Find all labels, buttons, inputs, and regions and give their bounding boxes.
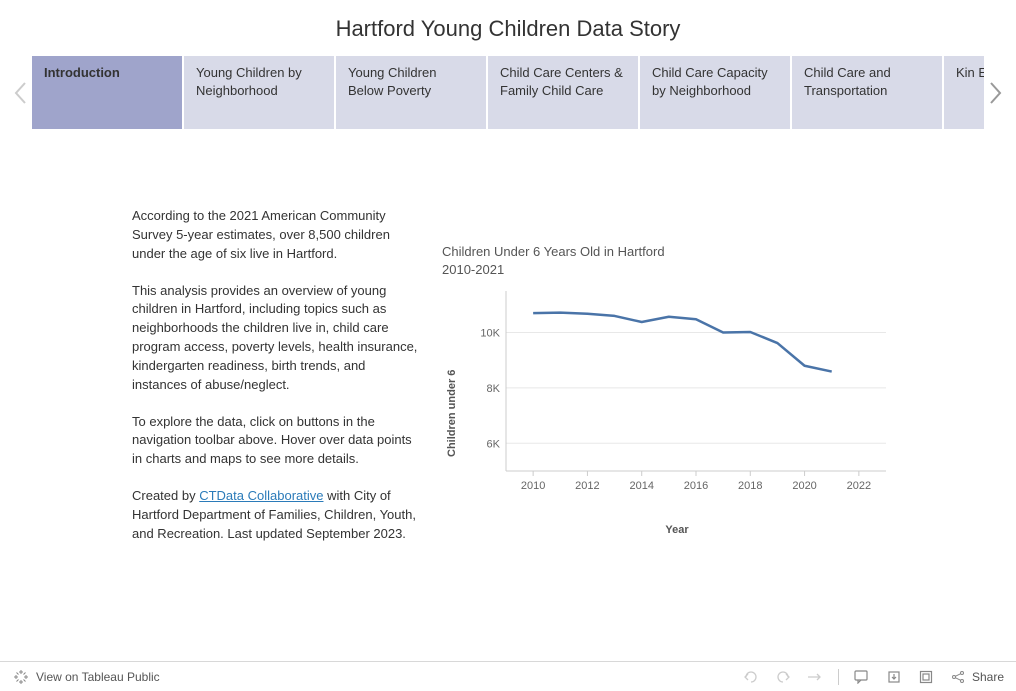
intro-p3: To explore the data, click on buttons in…: [132, 413, 418, 470]
comment-icon[interactable]: [853, 668, 871, 686]
chart-x-label: Year: [462, 524, 892, 536]
svg-text:2016: 2016: [684, 480, 708, 492]
line-chart[interactable]: 6K 8K 10K 2010 2012 2014 2016 2018 2020 2022: [462, 291, 892, 513]
tab-2[interactable]: Young Children Below Poverty: [336, 56, 486, 129]
intro-text: According to the 2021 American Community…: [132, 207, 418, 562]
chart-title-line2: 2010-2021: [442, 262, 504, 277]
share-icon: [949, 668, 967, 686]
svg-text:10K: 10K: [480, 328, 500, 340]
chart-title-line1: Children Under 6 Years Old in Hartford: [442, 244, 665, 259]
fullscreen-icon[interactable]: [917, 668, 935, 686]
tab-6[interactable]: Kin En: [944, 56, 984, 129]
tab-3[interactable]: Child Care Centers & Family Child Care: [488, 56, 638, 129]
chart-y-label: Children under 6: [442, 291, 462, 536]
chart-wrap: Children under 6 6K 8K 10K 2010 2012 2014 2016…: [442, 291, 976, 536]
footer-right: Share: [742, 668, 1004, 686]
tabs-container: IntroductionYoung Children by Neighborho…: [32, 56, 984, 129]
tab-next-arrow[interactable]: [984, 56, 1008, 129]
intro-p1: According to the 2021 American Community…: [132, 207, 418, 264]
ctdata-link[interactable]: CTData Collaborative: [199, 488, 323, 503]
svg-text:8K: 8K: [487, 383, 501, 395]
undo-icon[interactable]: [742, 668, 760, 686]
tab-prev-arrow[interactable]: [8, 56, 32, 129]
svg-text:6K: 6K: [487, 439, 501, 451]
share-button[interactable]: Share: [949, 668, 1004, 686]
share-label: Share: [972, 670, 1004, 684]
intro-p2: This analysis provides an overview of yo…: [132, 282, 418, 395]
svg-text:2020: 2020: [792, 480, 816, 492]
intro-p4: Created by CTData Collaborative with Cit…: [132, 487, 418, 544]
tab-1[interactable]: Young Children by Neighborhood: [184, 56, 334, 129]
view-on-tableau-label: View on Tableau Public: [36, 670, 160, 684]
tableau-icon: [12, 668, 30, 686]
svg-text:2018: 2018: [738, 480, 762, 492]
content-area: According to the 2021 American Community…: [0, 129, 1016, 562]
svg-text:2014: 2014: [629, 480, 653, 492]
page-title: Hartford Young Children Data Story: [0, 0, 1016, 56]
svg-text:2010: 2010: [521, 480, 545, 492]
revert-icon[interactable]: [806, 668, 824, 686]
footer-divider: [838, 669, 839, 685]
tab-4[interactable]: Child Care Capacity by Neighborhood: [640, 56, 790, 129]
chart-svg-wrap: 6K 8K 10K 2010 2012 2014 2016 2018 2020 2022 Year: [462, 291, 892, 536]
footer-toolbar: View on Tableau Public Share: [0, 661, 1016, 691]
redo-icon[interactable]: [774, 668, 792, 686]
chart-title: Children Under 6 Years Old in Hartford 2…: [442, 243, 976, 279]
chart-column: Children Under 6 Years Old in Hartford 2…: [442, 207, 976, 562]
tab-0[interactable]: Introduction: [32, 56, 182, 129]
tab-5[interactable]: Child Care and Transportation: [792, 56, 942, 129]
download-icon[interactable]: [885, 668, 903, 686]
intro-p4-prefix: Created by: [132, 488, 199, 503]
view-on-tableau-link[interactable]: View on Tableau Public: [12, 668, 160, 686]
svg-text:2012: 2012: [575, 480, 599, 492]
svg-text:2022: 2022: [847, 480, 871, 492]
tab-strip: IntroductionYoung Children by Neighborho…: [0, 56, 1016, 129]
